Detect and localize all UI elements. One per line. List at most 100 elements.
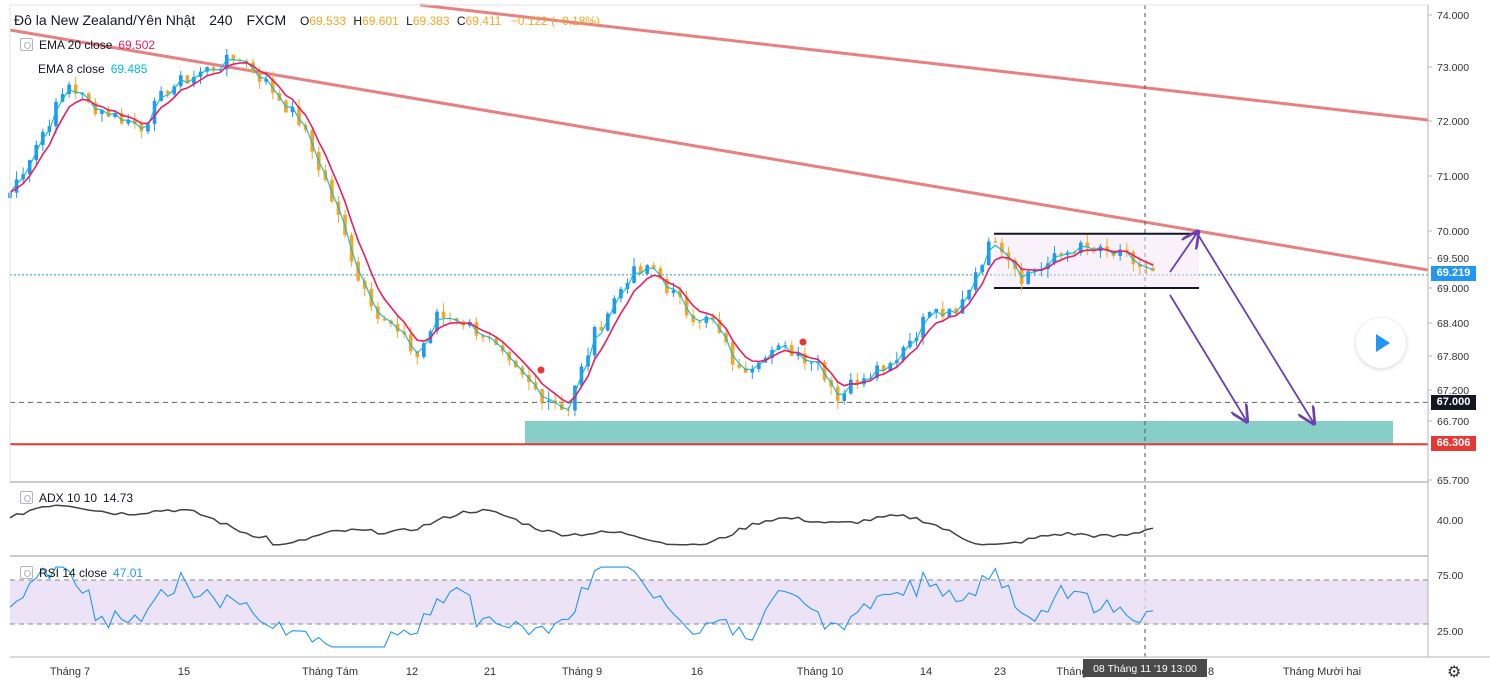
- candle-body: [947, 308, 952, 317]
- alert-marker: [537, 366, 545, 374]
- play-button[interactable]: [1356, 318, 1406, 368]
- candle-body: [704, 316, 709, 323]
- candle-body: [297, 106, 301, 126]
- candle-body: [691, 315, 695, 323]
- ema20-line: [9, 61, 1154, 404]
- ema20-legend[interactable]: EMA 20 close 69.502: [20, 38, 155, 52]
- price-tick-label: 65.700: [1437, 475, 1469, 487]
- projection-arrow: [1196, 232, 1313, 422]
- candle-body: [1118, 249, 1122, 256]
- candle-body: [599, 326, 604, 331]
- price-tick-label: 67.200: [1437, 385, 1469, 397]
- candle-body: [408, 334, 413, 352]
- adx-label: ADX 10 10: [39, 491, 98, 505]
- time-tick-label: 8: [1208, 666, 1214, 678]
- price-tick-label: 69.000: [1437, 283, 1469, 295]
- eye-icon[interactable]: [20, 38, 33, 51]
- candle-body: [87, 93, 91, 103]
- candle-body: [605, 313, 610, 331]
- adx-pane[interactable]: [9, 504, 1154, 546]
- candle-body: [651, 265, 656, 269]
- candle-body: [711, 316, 715, 320]
- candle-body: [192, 76, 196, 84]
- adx-value: 14.73: [103, 491, 134, 505]
- time-tick-label: Tháng Mười hai: [1283, 666, 1361, 678]
- adx-line: [9, 504, 1154, 546]
- open-label: O: [300, 14, 310, 28]
- trendline-upper: [419, 3, 1429, 122]
- low-label: L: [406, 14, 413, 28]
- level-67-tag: 67.000: [1431, 395, 1476, 410]
- adx-legend[interactable]: ADX 10 10 14.73: [20, 491, 133, 505]
- candle-body: [224, 54, 229, 70]
- time-tick-label: 14: [920, 666, 932, 678]
- candle-body: [54, 101, 58, 127]
- candle-body: [678, 290, 682, 297]
- time-tick-label: 23: [994, 666, 1006, 678]
- candle-body: [1052, 253, 1057, 264]
- price-tick-label: 66.700: [1437, 416, 1469, 428]
- candle-body: [113, 112, 117, 117]
- candle-body: [986, 241, 991, 266]
- candle-body: [73, 84, 78, 94]
- candle-body: [290, 106, 295, 113]
- time-tick-label: Tháng 10: [797, 666, 843, 678]
- candle-body: [960, 299, 965, 314]
- candle-body: [1059, 253, 1063, 255]
- time-tick-label: Tháng 9: [562, 666, 602, 678]
- ema8-legend[interactable]: EMA 8 close 69.485: [38, 62, 147, 76]
- rsi-legend[interactable]: RSI 14 close 47.01: [20, 566, 143, 580]
- high-value: 69.601: [362, 14, 399, 28]
- candle-body: [645, 265, 649, 274]
- gear-icon[interactable]: ⚙: [1447, 664, 1462, 681]
- symbol-name[interactable]: Đô la New Zealand/Yên Nhật: [14, 12, 196, 28]
- time-tick-label: 16: [691, 666, 703, 678]
- candle-body: [362, 280, 367, 289]
- eye-icon[interactable]: [20, 491, 33, 504]
- candle-body: [231, 54, 236, 60]
- eye-icon[interactable]: [20, 566, 33, 579]
- candle-body: [487, 337, 492, 339]
- candle-body: [270, 79, 275, 94]
- ema8-label: EMA 8 close: [38, 62, 105, 76]
- interval-label[interactable]: 240: [209, 12, 233, 28]
- high-label: H: [353, 14, 363, 28]
- axes: 74.000 73.000 72.000 71.000 70.000 69.500 69.0…: [9, 4, 1490, 678]
- candle-body: [789, 345, 794, 356]
- time-tick-label: 12: [406, 666, 418, 678]
- price-tick-label: 74.000: [1437, 10, 1469, 22]
- candle-body: [14, 179, 19, 193]
- candle-body: [1138, 263, 1142, 268]
- candle-body: [152, 100, 157, 124]
- candle-body: [100, 110, 104, 114]
- candle-body: [697, 322, 702, 324]
- candle-body: [592, 326, 597, 356]
- candle-body: [251, 62, 255, 73]
- rsi-pane[interactable]: [9, 566, 1428, 648]
- candle-body: [185, 75, 190, 84]
- projection-arrow: [1169, 233, 1197, 273]
- candle-body: [211, 67, 216, 71]
- price-tick-label: 73.000: [1437, 62, 1469, 74]
- range-box: [994, 233, 1199, 288]
- candle-body: [27, 160, 32, 175]
- low-value: 69.383: [412, 14, 450, 28]
- candle-body: [757, 362, 761, 370]
- price-tick-label: 72.000: [1437, 116, 1469, 128]
- candle-body: [927, 312, 932, 317]
- rsi-value: 47.01: [113, 566, 144, 580]
- candle-body: [809, 362, 814, 364]
- candle-body: [422, 343, 426, 357]
- candle-body: [415, 351, 420, 357]
- candle-body: [875, 365, 879, 379]
- candle-body: [1026, 271, 1030, 284]
- candle-body: [165, 90, 170, 95]
- candle-body: [822, 361, 827, 380]
- candle-body: [494, 338, 498, 345]
- candle-body: [881, 365, 886, 372]
- candle-body: [855, 379, 860, 385]
- price-pane[interactable]: [8, 3, 1429, 657]
- candle-body: [750, 369, 755, 373]
- adx-tick-label: 40.00: [1437, 515, 1463, 527]
